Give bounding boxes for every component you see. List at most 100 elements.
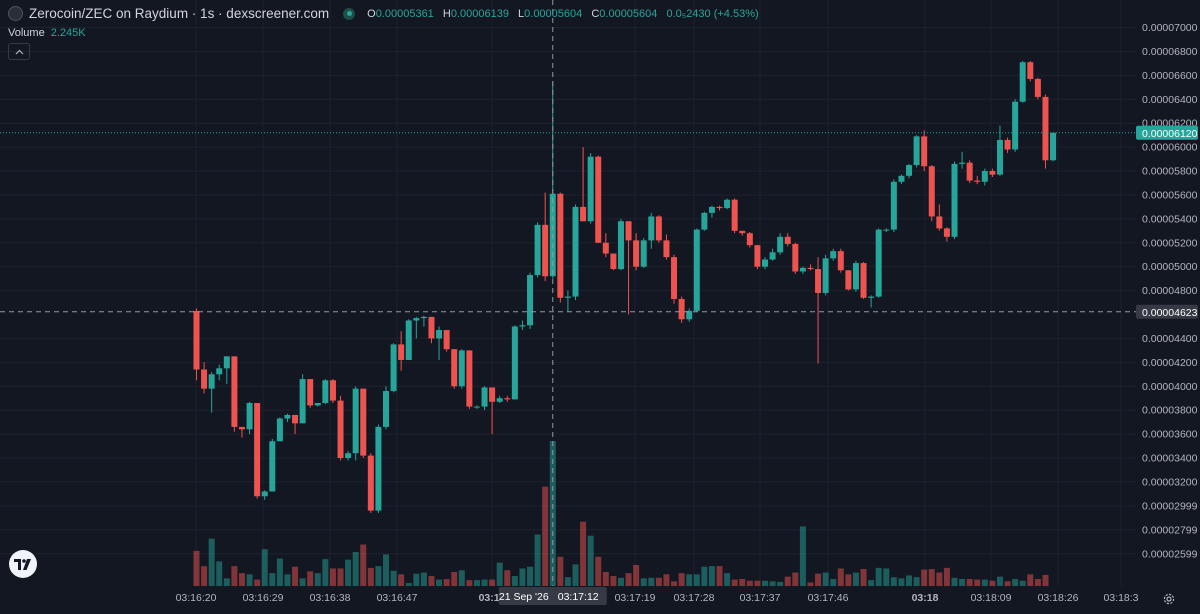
price-tick-label: 0.00005400: [1142, 213, 1198, 225]
volume-bar: [739, 578, 746, 586]
candle: [276, 417, 283, 442]
candle-body: [580, 206, 587, 222]
candle-body: [595, 156, 602, 243]
candle: [633, 233, 640, 271]
candle: [815, 257, 822, 364]
candle: [329, 379, 336, 403]
candle: [610, 253, 617, 271]
candle-body: [292, 414, 299, 424]
volume-bar: [989, 580, 996, 586]
volume-bar: [731, 579, 738, 586]
price-tick-label: 0.00005600: [1142, 189, 1198, 201]
candle: [671, 254, 678, 304]
candle-body: [564, 296, 571, 298]
volume-bar: [883, 568, 890, 586]
price-tick-label: 0.00006600: [1142, 70, 1198, 82]
candle: [375, 424, 382, 513]
candle: [269, 438, 276, 492]
volume-bar: [1004, 581, 1011, 586]
symbol-legend: Zerocoin/ZEC on Raydium · 1s · dexscreen…: [8, 6, 765, 21]
candle: [496, 395, 503, 403]
candle: [595, 155, 602, 243]
volume-bar: [383, 554, 389, 586]
volume-bar: [201, 566, 208, 586]
volume-bar: [716, 566, 723, 586]
candle-body: [868, 296, 875, 298]
candle-body: [314, 402, 321, 406]
candle: [868, 295, 875, 308]
candle-body: [837, 251, 844, 271]
candle: [883, 228, 890, 233]
volume-bar: [663, 574, 670, 586]
volume-bar: [466, 580, 473, 586]
volume-bar: [254, 579, 261, 586]
candle-body: [337, 400, 344, 458]
candle: [292, 414, 299, 435]
tradingview-logo-icon[interactable]: [9, 550, 37, 578]
candle-body: [504, 398, 511, 400]
candle: [413, 316, 420, 339]
volume-bar: [708, 566, 715, 586]
candle-body: [701, 212, 708, 230]
candle-body: [375, 426, 382, 511]
candle: [906, 163, 913, 179]
candle: [769, 248, 776, 261]
candle: [352, 386, 359, 461]
volume-bar: [436, 579, 443, 586]
crosshair-price-label: 0.00004623: [1142, 307, 1198, 319]
volume-bar: [564, 577, 571, 586]
candle: [201, 362, 208, 394]
candle-body: [390, 344, 397, 392]
candle: [731, 198, 738, 234]
candle-body: [898, 175, 905, 182]
volume-bar: [223, 578, 230, 586]
candle: [792, 242, 799, 274]
candle-body: [852, 263, 859, 290]
volume-bar: [208, 538, 215, 586]
candle-body: [527, 275, 534, 326]
candle: [542, 192, 549, 282]
chart-settings-button[interactable]: [1160, 590, 1178, 608]
candle: [875, 228, 882, 298]
volume-bar: [322, 559, 329, 586]
volume-bar: [360, 544, 367, 586]
time-tick-label: 03:18: [912, 592, 939, 604]
time-tick-label: 03:18:3: [1103, 592, 1138, 604]
change-value: 0.0₅2430 (+4.53%): [666, 7, 759, 20]
price-tick-label: 0.00002999: [1142, 500, 1198, 512]
close-key: C: [591, 7, 600, 20]
candle: [360, 388, 367, 458]
candle: [1012, 99, 1019, 152]
candle: [678, 296, 685, 323]
candle-body: [845, 270, 852, 290]
candle-body: [959, 162, 966, 164]
candle: [337, 395, 344, 461]
candle: [398, 331, 405, 371]
candle: [617, 218, 624, 271]
volume-bar: [799, 526, 806, 586]
time-tick-label: 03:16:20: [176, 592, 217, 604]
volume-bar: [822, 572, 829, 586]
volume-bar: [413, 573, 420, 586]
candle-body: [481, 387, 488, 407]
volume-bar: [852, 572, 859, 586]
candle: [466, 350, 473, 409]
candle-body: [254, 402, 261, 497]
candle-body: [1019, 62, 1026, 102]
volume-bar: [481, 579, 488, 586]
volume-bar: [216, 561, 223, 586]
volume-bar: [921, 569, 928, 586]
collapse-legend-button[interactable]: [8, 43, 30, 60]
volume-bar: [1012, 578, 1019, 586]
candle-body: [693, 229, 700, 311]
candle: [473, 405, 480, 409]
candle-body: [602, 242, 609, 254]
candle: [746, 232, 753, 248]
volume-bar: [595, 556, 602, 586]
high-value: 0.00006139: [450, 7, 509, 20]
time-tick-label: 03:16:29: [243, 592, 284, 604]
candle-body: [617, 221, 624, 270]
candle-body: [428, 316, 435, 339]
candle: [345, 450, 352, 461]
